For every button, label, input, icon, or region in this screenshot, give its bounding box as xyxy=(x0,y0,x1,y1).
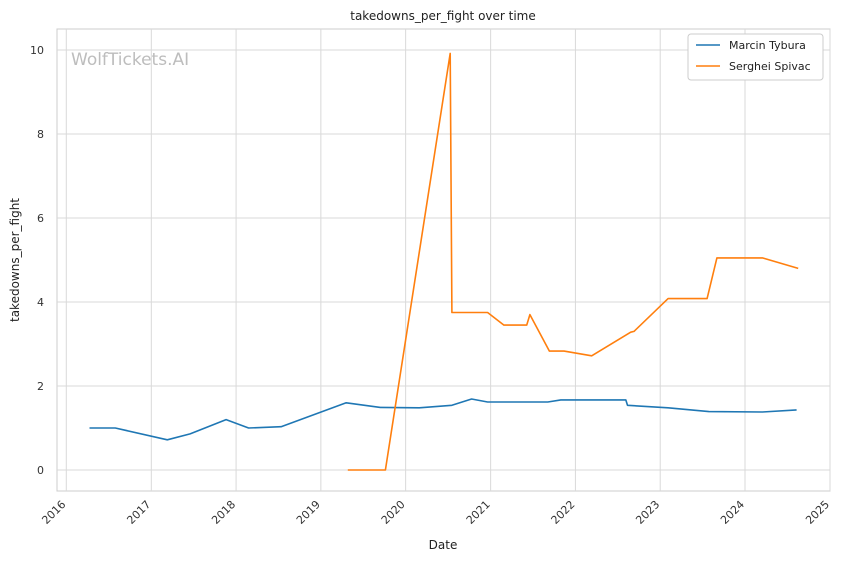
x-tick-label: 2017 xyxy=(124,498,153,527)
y-tick-label: 4 xyxy=(37,296,44,309)
legend-label-marcin-tybura: Marcin Tybura xyxy=(729,39,806,52)
x-tick-label: 2022 xyxy=(549,498,578,527)
x-axis-ticks: 2016 2017 2018 2019 2020 2021 2022 2023 2024 2025 xyxy=(39,498,832,527)
x-tick-label: 2021 xyxy=(464,498,493,527)
x-axis-title: Date xyxy=(429,538,458,552)
plot-area xyxy=(56,28,831,492)
chart-title: takedowns_per_fight over time xyxy=(350,9,536,23)
x-tick-label: 2019 xyxy=(294,498,323,527)
legend: Marcin Tybura Serghei Spivac xyxy=(687,33,824,81)
legend-box xyxy=(687,33,824,81)
y-tick-label: 0 xyxy=(37,464,44,477)
series-line-serghei-spivac xyxy=(347,52,799,471)
y-axis-ticks: 0 2 4 6 8 10 xyxy=(30,44,44,477)
y-axis-title: takedowns_per_fight xyxy=(8,198,22,322)
y-tick-label: 10 xyxy=(30,44,44,57)
x-tick-label: 2020 xyxy=(379,498,408,527)
grid xyxy=(57,29,831,491)
x-tick-label: 2023 xyxy=(633,498,662,527)
y-tick-label: 8 xyxy=(37,128,44,141)
x-tick-label: 2018 xyxy=(209,498,238,527)
y-tick-label: 2 xyxy=(37,380,44,393)
x-tick-label: 2025 xyxy=(803,498,832,527)
watermark: WolfTickets.AI xyxy=(71,50,189,70)
y-tick-label: 6 xyxy=(37,212,44,225)
legend-label-serghei-spivac: Serghei Spivac xyxy=(729,60,811,73)
x-tick-label: 2024 xyxy=(718,498,747,527)
series-line-marcin-tybura xyxy=(89,398,797,441)
series-lines xyxy=(89,52,799,471)
x-tick-label: 2016 xyxy=(39,498,68,527)
